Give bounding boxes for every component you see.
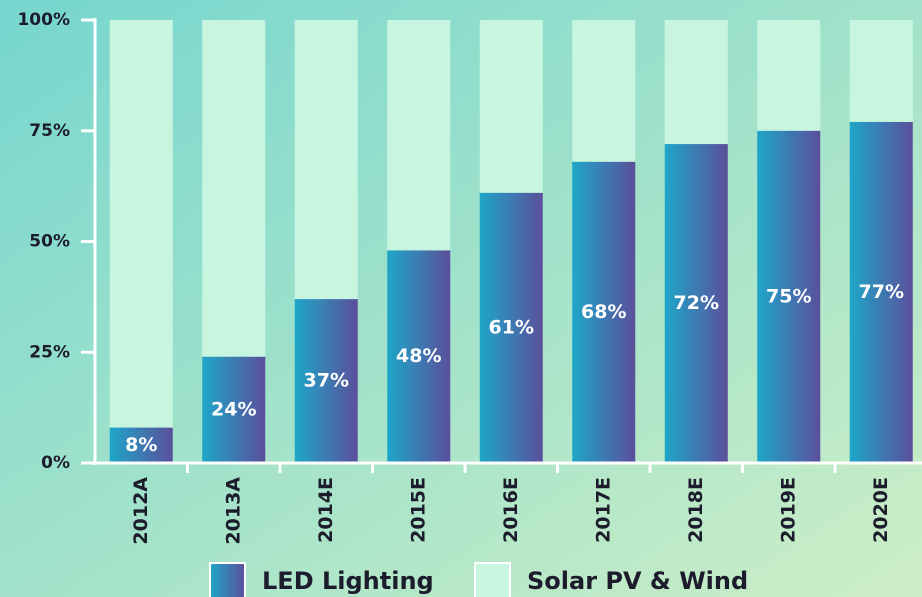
legend-swatch bbox=[209, 562, 246, 597]
y-tick-label: 0% bbox=[41, 453, 70, 473]
bar-segment bbox=[109, 427, 173, 463]
y-tick-label: 50% bbox=[29, 232, 70, 252]
data-label: 75% bbox=[766, 285, 811, 307]
bar-segment bbox=[109, 20, 173, 428]
bar-segment bbox=[849, 121, 913, 463]
data-label: 24% bbox=[211, 398, 256, 420]
legend-label: LED Lighting bbox=[262, 567, 434, 595]
legend-swatch bbox=[474, 562, 511, 597]
bar-segment bbox=[572, 161, 636, 463]
data-label: 8% bbox=[125, 434, 157, 456]
bar-segment bbox=[757, 130, 821, 463]
bar-segment bbox=[664, 20, 728, 145]
bar-segment bbox=[294, 299, 358, 463]
data-label: 72% bbox=[674, 292, 719, 314]
x-tick-label: 2013A bbox=[222, 477, 244, 545]
bar-segment bbox=[202, 356, 266, 463]
bar-segment bbox=[479, 20, 543, 193]
x-tick-label: 2012A bbox=[130, 477, 152, 545]
y-tick-label: 100% bbox=[17, 10, 70, 30]
data-label: 48% bbox=[396, 345, 441, 367]
bar-segment bbox=[202, 20, 266, 357]
bar-segment bbox=[572, 20, 636, 162]
x-tick-label: 2015E bbox=[407, 477, 429, 543]
data-label: 37% bbox=[304, 370, 349, 392]
x-tick-label: 2020E bbox=[870, 477, 892, 543]
bar-segment bbox=[387, 250, 451, 463]
y-tick-label: 25% bbox=[29, 342, 70, 362]
bar-segment bbox=[294, 20, 358, 300]
bar-segment bbox=[757, 20, 821, 131]
bar-segment bbox=[479, 192, 543, 463]
bar-segment bbox=[849, 20, 913, 122]
x-tick-label: 2018E bbox=[685, 477, 707, 543]
data-label: 61% bbox=[489, 316, 534, 338]
x-tick-label: 2017E bbox=[592, 477, 614, 543]
bar-segment bbox=[387, 20, 451, 251]
data-label: 68% bbox=[581, 301, 626, 323]
y-tick-label: 75% bbox=[29, 121, 70, 141]
legend-label: Solar PV & Wind bbox=[527, 567, 748, 595]
data-label: 77% bbox=[859, 281, 904, 303]
x-tick-label: 2016E bbox=[500, 477, 522, 543]
x-tick-label: 2019E bbox=[777, 477, 799, 543]
x-tick-label: 2014E bbox=[315, 477, 337, 543]
bar-segment bbox=[664, 144, 728, 464]
